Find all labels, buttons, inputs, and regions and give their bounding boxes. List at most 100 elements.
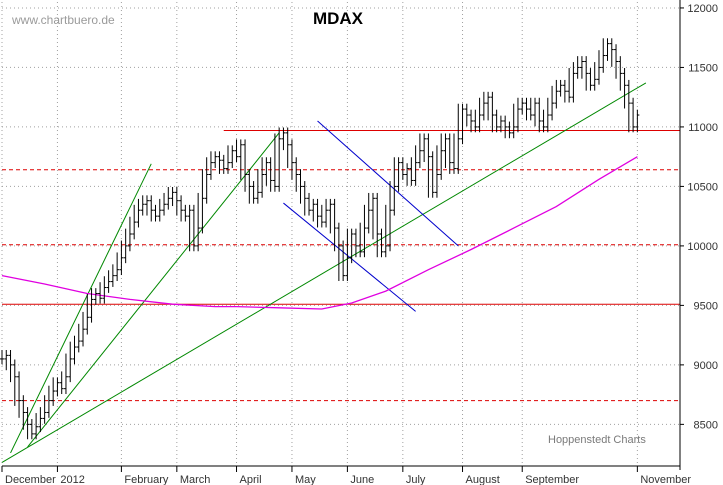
price-bar [102,276,107,304]
x-tick-label: August [466,474,500,485]
price-bar [76,323,81,353]
price-bar [285,127,290,168]
price-bar [520,97,525,115]
price-bar [579,56,584,79]
price-bar [93,288,98,305]
price-bar [119,240,124,276]
price-bar [618,56,623,91]
price-bar [524,97,529,121]
price-bar [635,109,640,133]
x-tick-label: November [640,474,691,485]
price-bar [264,157,269,186]
price-bar [106,270,111,293]
price-bar [243,139,248,192]
price-bar [157,198,162,222]
price-bar [29,419,34,440]
x-tick-label: 2012 [60,474,84,485]
price-bar [140,195,145,216]
price-bar [217,151,222,174]
price-bar [17,371,22,418]
price-bar [132,204,137,240]
price-bar [405,163,410,186]
price-bar [196,192,201,252]
moving-average [1,156,638,310]
price-bar [179,195,184,222]
chart-title: MDAX [313,9,364,28]
price-bar [204,157,209,204]
price-bar [170,187,175,207]
price-bar [255,169,260,204]
price-bar [281,127,286,151]
price-bar [413,145,418,186]
price-bar [98,282,103,304]
price-bar [452,133,456,174]
price-bar [72,335,77,365]
price-bars [0,38,640,440]
price-bar [562,79,567,103]
price-bar [558,79,563,97]
price-bar [46,385,51,418]
price-bar [456,103,461,174]
price-bar [383,204,388,258]
price-bar [481,91,486,121]
price-bar [515,97,520,133]
price-bar [464,103,469,127]
price-bar [234,139,239,163]
price-bar [596,50,601,85]
y-tick-label: 11000 [688,122,718,134]
price-bar [392,157,397,216]
price-bar [533,97,538,127]
price-bar [277,127,282,192]
price-bar [370,192,375,240]
price-bar [81,311,86,347]
price-bar [605,38,610,61]
y-tick-label: 9500 [694,300,718,312]
price-bar [21,395,26,430]
x-tick-label: December [5,474,56,485]
price-bar [226,145,230,174]
price-bar [379,228,384,258]
price-bar [144,195,149,216]
price-bar [614,44,619,79]
price-bar [324,198,329,228]
price-bar [12,359,17,406]
price-bar [208,151,213,180]
price-bar [55,377,60,397]
price-bar [153,204,158,222]
price-bar [221,154,226,174]
price-bar [272,133,277,192]
price-bar [494,109,499,133]
price-bar [247,169,252,204]
price-bar [51,377,56,406]
y-tick-label: 10500 [687,181,718,193]
price-bar [85,294,90,335]
price-bar [426,133,431,198]
price-bar [162,192,167,216]
price-bar [362,204,367,258]
price-bar [136,198,141,228]
price-bar [149,195,154,222]
price-bar [302,181,307,216]
price-bar [631,97,636,133]
price-bar [477,97,482,133]
price-bar [115,252,120,281]
price-bar [183,204,188,222]
price-bar [460,103,465,145]
channel-blue-upper [317,120,459,247]
x-tick-label: February [124,474,169,485]
x-tick-label: May [295,474,316,485]
y-tick-label: 8500 [694,419,718,431]
x-tick-label: March [180,474,211,485]
price-bar [358,222,363,258]
price-bar [187,204,192,252]
price-bar [166,187,171,210]
trend-green-steep-2 [27,132,280,448]
price-bar [89,288,94,323]
price-bar [349,228,354,264]
price-bar [294,157,299,192]
price-bar [311,198,316,222]
price-bar [345,228,350,281]
price-bar [68,341,73,383]
price-bar [34,413,39,440]
